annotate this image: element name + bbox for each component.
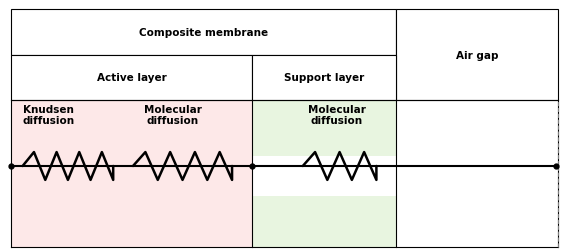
Bar xyxy=(252,101,396,156)
Bar xyxy=(252,197,396,247)
Text: Active layer: Active layer xyxy=(97,73,166,83)
Text: Support layer: Support layer xyxy=(284,73,364,83)
Bar xyxy=(11,101,252,247)
Text: Molecular
diffusion: Molecular diffusion xyxy=(308,105,366,126)
Bar xyxy=(252,55,396,101)
Bar xyxy=(11,55,252,101)
Text: Air gap: Air gap xyxy=(456,50,498,60)
Text: Composite membrane: Composite membrane xyxy=(139,28,268,38)
Text: Knudsen
diffusion: Knudsen diffusion xyxy=(22,105,74,126)
Text: Molecular
diffusion: Molecular diffusion xyxy=(144,105,201,126)
Bar xyxy=(396,10,558,101)
Bar xyxy=(11,10,396,55)
